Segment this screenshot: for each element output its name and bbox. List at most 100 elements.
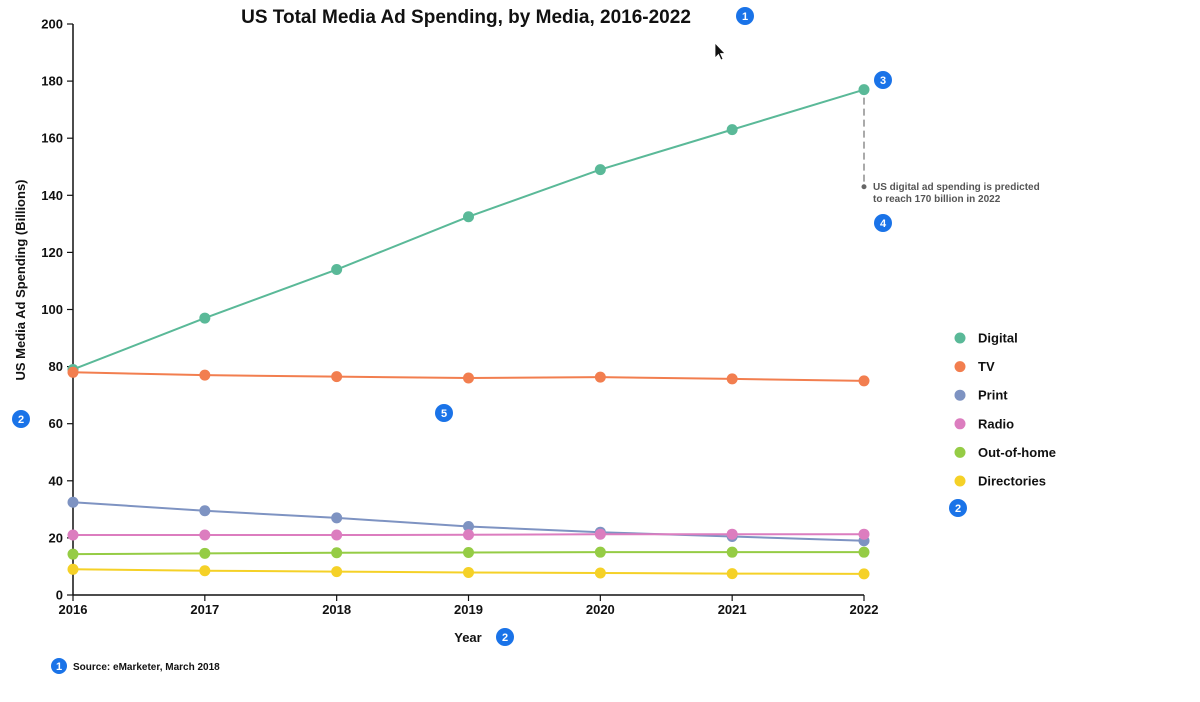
data-point-directories[interactable] [199, 565, 211, 577]
data-point-tv[interactable] [67, 366, 79, 378]
data-point-out-of-home[interactable] [67, 548, 79, 560]
data-point-tv[interactable] [858, 375, 870, 387]
y-axis-ticks: 0 20 40 60 80 100 120 140 160 180 200 [41, 17, 73, 603]
data-point-out-of-home[interactable] [463, 546, 474, 558]
data-point-digital[interactable] [594, 164, 606, 176]
x-axis-ticks: 2016 2017 2018 2019 2020 2021 2022 [59, 595, 879, 617]
data-point-radio[interactable] [331, 529, 343, 541]
x-tick-label: 2021 [718, 602, 747, 617]
x-tick-label: 2018 [322, 602, 351, 617]
series-directories [67, 563, 870, 580]
data-point-directories[interactable] [67, 563, 79, 575]
data-point-digital[interactable] [331, 264, 343, 276]
legend-label: Out-of-home [978, 445, 1056, 460]
legend-item-digital[interactable]: Digital [954, 331, 1018, 346]
annotation-text-line-1: US digital ad spending is predicted [873, 182, 1040, 193]
svg-text:1: 1 [742, 11, 748, 23]
annotation-text-line-2: to reach 170 billion in 2022 [873, 194, 1001, 205]
data-point-out-of-home[interactable] [199, 547, 211, 559]
annotation-info-badge[interactable]: 4 [874, 214, 892, 232]
data-point-out-of-home[interactable] [594, 546, 606, 558]
y-tick-label: 200 [41, 17, 63, 32]
data-point-print[interactable] [67, 496, 79, 508]
annotation: US digital ad spending is predicted to r… [861, 97, 1040, 205]
data-point-directories[interactable] [726, 568, 738, 580]
data-point-digital[interactable] [463, 211, 474, 223]
legend-marker [954, 475, 966, 487]
legend-marker [954, 418, 966, 430]
data-point-tv[interactable] [331, 371, 343, 383]
y-tick-label: 140 [41, 188, 63, 203]
y-tick-label: 120 [41, 245, 63, 260]
data-point-directories[interactable] [463, 566, 474, 578]
data-point-directories[interactable] [331, 566, 343, 578]
data-point-out-of-home[interactable] [331, 547, 343, 559]
data-point-print[interactable] [199, 505, 211, 517]
y-tick-label: 100 [41, 302, 63, 317]
y-tick-label: 40 [49, 473, 63, 488]
data-point-digital[interactable] [199, 312, 211, 324]
data-point-print[interactable] [331, 512, 343, 524]
legend-label: Digital [978, 331, 1018, 346]
data-point-radio[interactable] [594, 528, 606, 540]
y-tick-label: 180 [41, 74, 63, 89]
series-tv [67, 366, 870, 387]
source-note: Source: eMarketer, March 2018 [73, 662, 220, 673]
y-axis-info-badge[interactable]: 2 [12, 410, 30, 428]
y-tick-label: 80 [49, 359, 63, 374]
legend-label: Print [978, 388, 1008, 403]
data-point-tv[interactable] [594, 371, 606, 383]
data-point-radio[interactable] [67, 529, 79, 541]
data-point-radio[interactable] [858, 528, 870, 540]
x-tick-label: 2022 [850, 602, 879, 617]
legend-marker [954, 332, 966, 344]
x-tick-label: 2017 [190, 602, 219, 617]
x-tick-label: 2019 [454, 602, 483, 617]
data-point-print[interactable] [463, 520, 474, 532]
plot-area-info-badge[interactable]: 5 [435, 404, 453, 422]
data-point-digital[interactable] [726, 124, 738, 136]
legend-item-tv[interactable]: TV [954, 359, 995, 374]
legend-item-directories[interactable]: Directories [954, 474, 1046, 489]
series-group [67, 84, 870, 580]
data-point-out-of-home[interactable] [726, 546, 738, 558]
svg-text:5: 5 [441, 408, 447, 420]
x-axis-info-badge[interactable]: 2 [496, 628, 514, 646]
data-point-directories[interactable] [858, 568, 870, 580]
data-point-directories[interactable] [594, 567, 606, 579]
legend-item-out-of-home[interactable]: Out-of-home [954, 445, 1056, 460]
data-point-radio[interactable] [463, 529, 474, 541]
legend-info-badge[interactable]: 2 [949, 499, 967, 517]
y-tick-label: 0 [56, 588, 63, 603]
series-out-of-home [67, 546, 870, 560]
digital-peak-info-badge[interactable]: 3 [874, 71, 892, 89]
legend-item-radio[interactable]: Radio [954, 416, 1015, 431]
data-point-radio[interactable] [199, 529, 211, 541]
legend-marker [954, 389, 966, 401]
data-point-tv[interactable] [463, 372, 474, 384]
series-line-digital [72, 88, 865, 371]
x-axis-label: Year [454, 630, 481, 645]
data-point-tv[interactable] [726, 373, 738, 385]
legend-label: Radio [978, 416, 1014, 431]
svg-text:3: 3 [880, 75, 886, 87]
title-info-badge[interactable]: 1 [736, 7, 754, 25]
y-tick-label: 60 [49, 416, 63, 431]
y-tick-label: 20 [49, 530, 63, 545]
legend-label: TV [978, 359, 995, 374]
svg-text:2: 2 [955, 503, 961, 515]
legend-marker [954, 361, 966, 373]
svg-text:1: 1 [56, 661, 62, 673]
annotation-dot [861, 184, 867, 190]
source-info-badge[interactable]: 1 [51, 658, 67, 674]
svg-text:4: 4 [880, 218, 887, 230]
legend-marker [954, 446, 966, 458]
data-point-digital[interactable] [858, 84, 870, 96]
data-point-tv[interactable] [199, 369, 211, 381]
data-point-out-of-home[interactable] [858, 546, 870, 558]
data-point-radio[interactable] [726, 528, 738, 540]
legend-label: Directories [978, 474, 1046, 489]
legend-item-print[interactable]: Print [954, 388, 1009, 403]
y-axis-label: US Media Ad Spending (Billions) [13, 179, 28, 380]
